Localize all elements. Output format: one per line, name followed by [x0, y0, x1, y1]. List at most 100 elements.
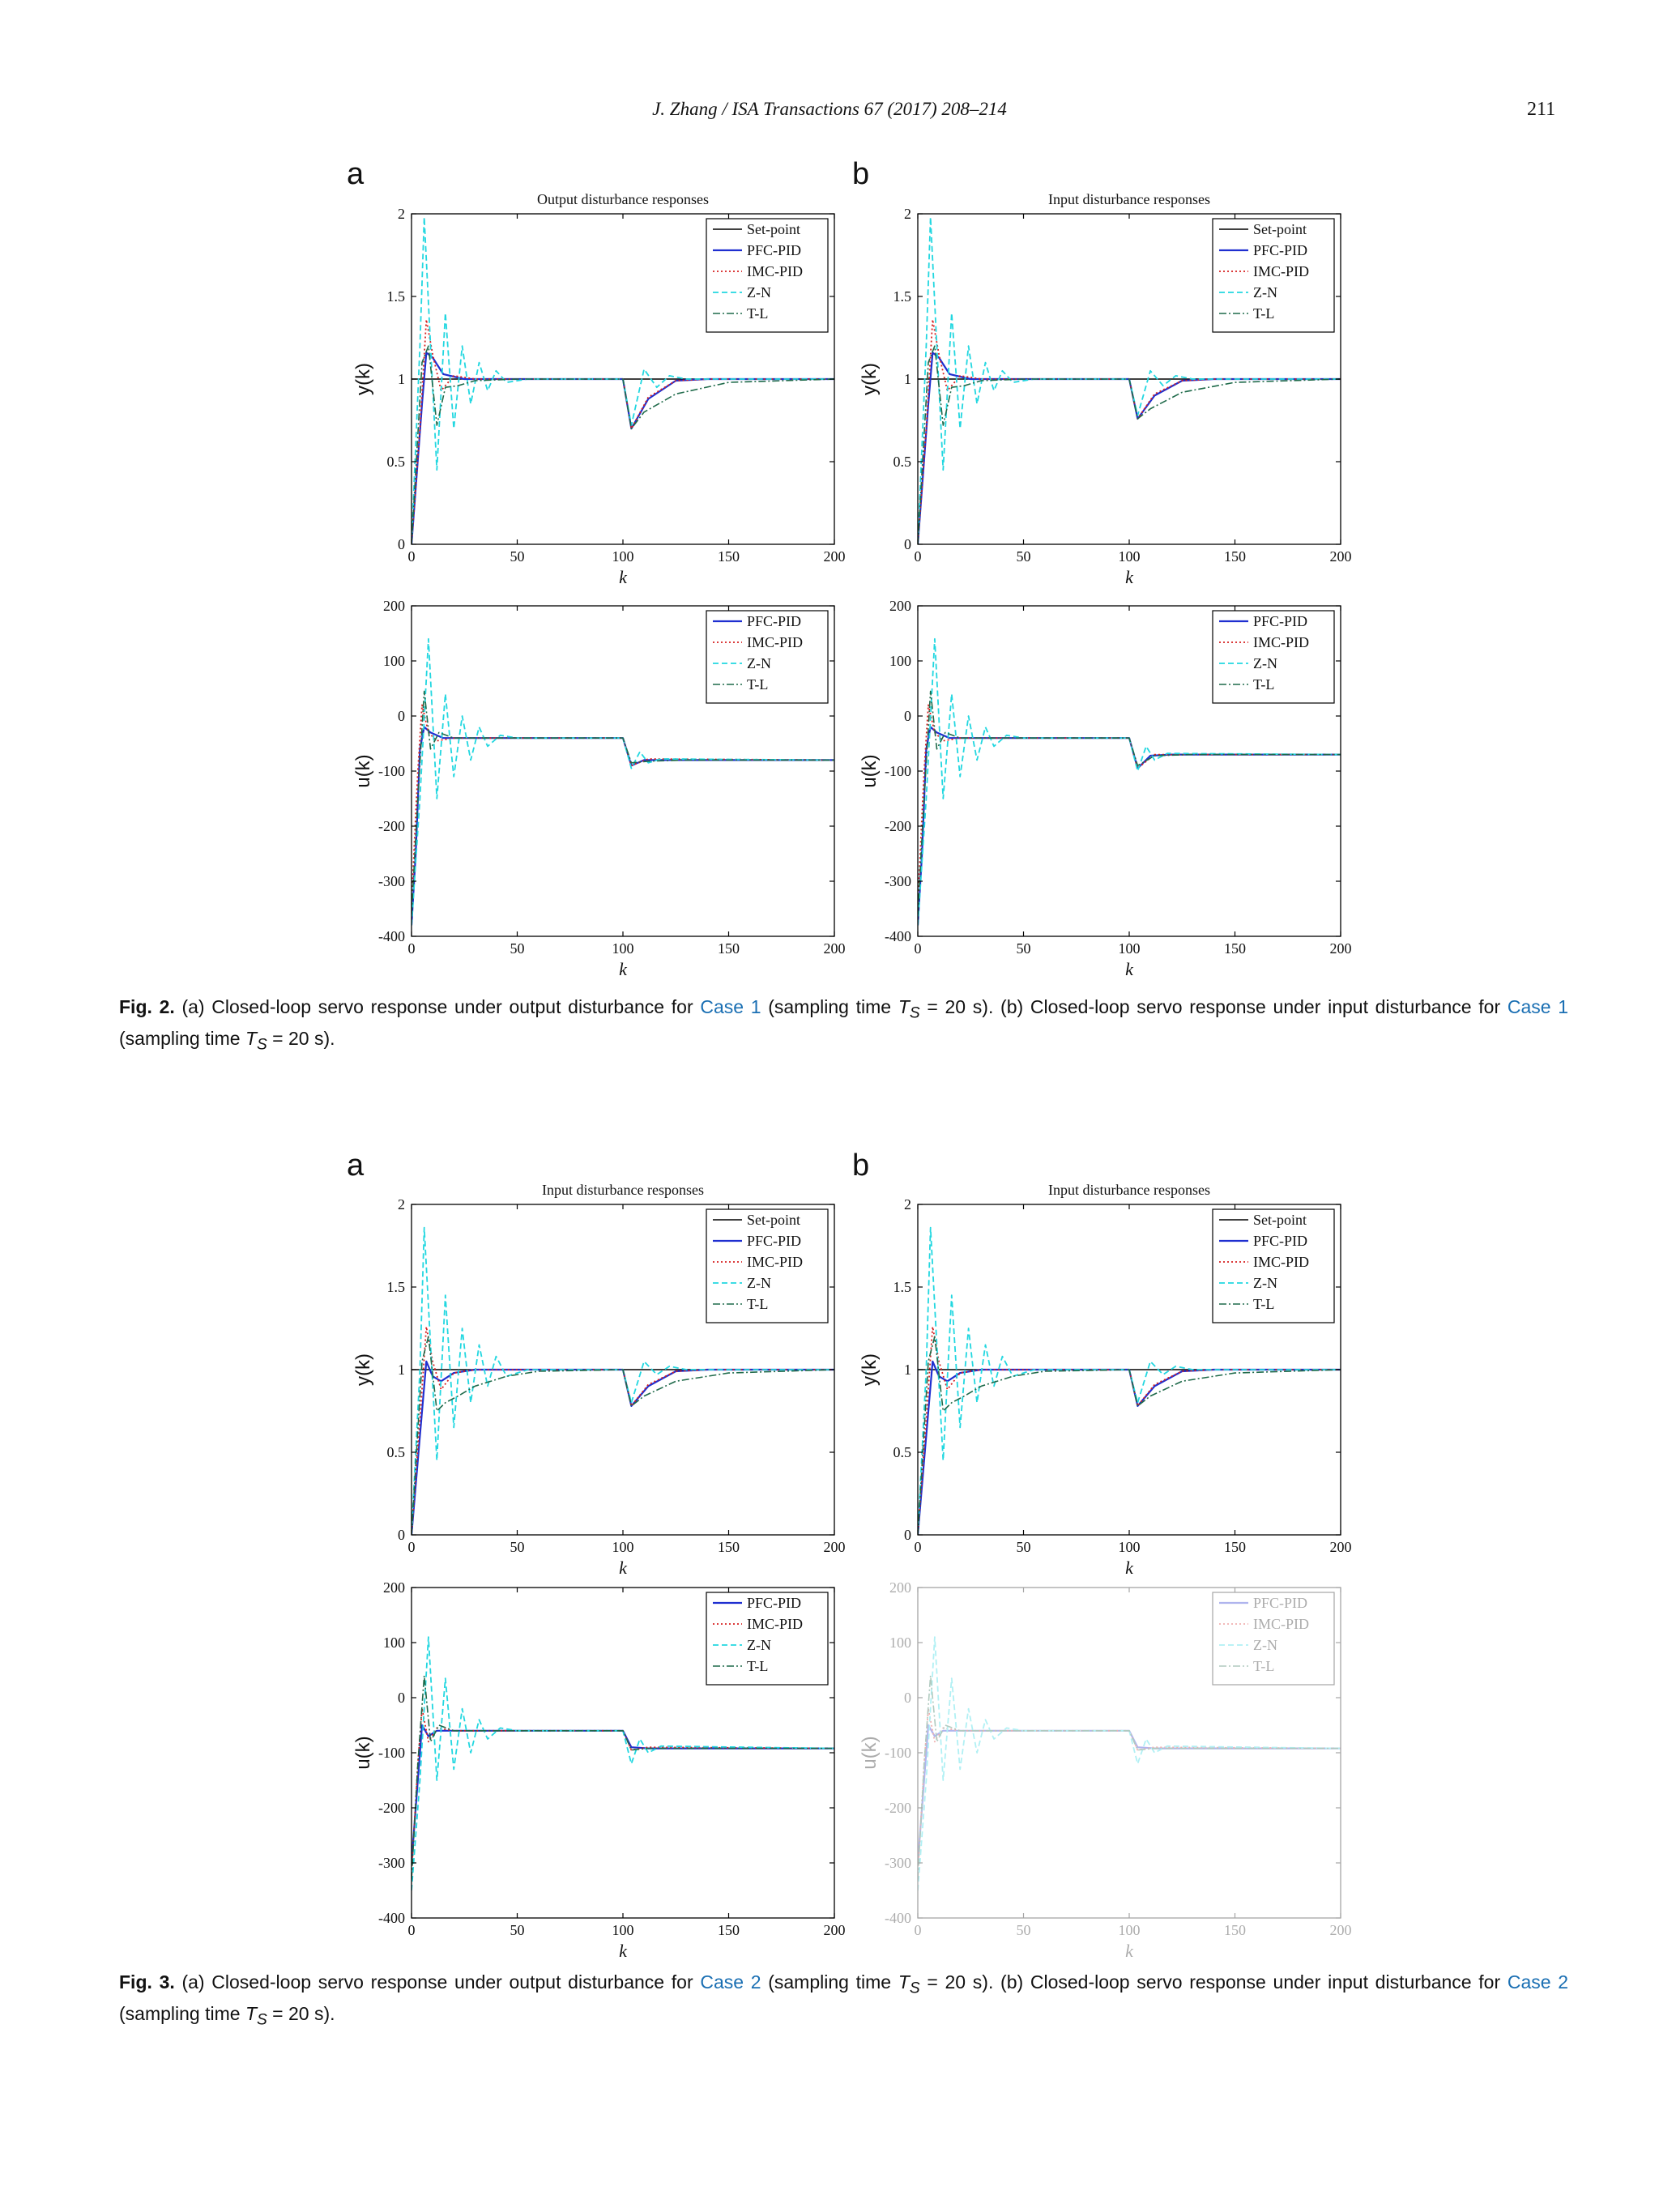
legend-label-t-l: T-L	[1253, 1658, 1274, 1674]
y-axis-label: y(k)	[859, 1353, 881, 1386]
y-tick-label: 2	[398, 1196, 405, 1213]
y-tick-label: -200	[885, 818, 911, 834]
y-tick-label: 200	[889, 598, 911, 614]
y-tick-label: 0	[904, 536, 911, 552]
chart-fig2b-u: 0 50 100 150 200 -400 -300 -200 -100 0 100 200 k u(k)…	[859, 598, 1352, 979]
legend: Set-point PFC-PID IMC-PID Z-N T-L	[706, 1208, 829, 1323]
y-tick-label: 2	[904, 206, 911, 222]
plot-area: 0 50 100 150 200 -400 -300 -200 -100 0 100 200 k u(k)…	[859, 1579, 1352, 1961]
legend-label-pfc-pid: PFC-PID	[747, 242, 801, 258]
legend-label-z-n: Z-N	[747, 1637, 771, 1653]
legend: Set-point PFC-PID IMC-PID Z-N T-L	[1212, 218, 1335, 333]
y-tick-label: 100	[383, 653, 405, 669]
y-axis-label: u(k)	[859, 754, 881, 787]
journal-citation: J. Zhang / ISA Transactions 67 (2017) 20…	[652, 99, 1007, 119]
chart-fig3b-y: Input disturbance responses 0 50 100 150 200 0…	[859, 1182, 1352, 1578]
x-tick-label: 200	[1330, 548, 1352, 565]
x-tick-label: 50	[1017, 1539, 1031, 1555]
running-header: J. Zhang / ISA Transactions 67 (2017) 20…	[0, 96, 1659, 128]
legend-label-pfc-pid: PFC-PID	[747, 613, 801, 629]
x-tick-label: 100	[612, 940, 634, 957]
chart-title: Input disturbance responses	[1048, 191, 1210, 207]
y-tick-label: -200	[885, 1800, 911, 1816]
y-tick-label: 0.5	[387, 1444, 406, 1460]
axes-frame	[917, 1587, 1341, 1919]
case-link[interactable]: Case 2	[1507, 1971, 1569, 1993]
y-axis-label: u(k)	[352, 754, 374, 787]
x-tick-label: 100	[612, 1922, 634, 1938]
y-tick-label: 1.5	[893, 1279, 912, 1295]
x-tick-label: 200	[824, 940, 846, 957]
y-tick-label: 1.5	[893, 288, 912, 305]
legend-label-imc-pid: IMC-PID	[747, 1254, 803, 1270]
legend-box	[706, 218, 829, 333]
caption-text: (a) Closed-loop servo response under out…	[174, 1971, 701, 1993]
chart-fig3a-y: Input disturbance responses 0 50 100 150 200 0…	[352, 1182, 846, 1578]
y-tick-label: -100	[885, 1745, 911, 1761]
plot-area: Input disturbance responses 0 50 100 150 200 0…	[859, 191, 1352, 587]
legend-box	[1212, 610, 1335, 704]
y-axis-label: u(k)	[352, 1736, 374, 1769]
y-tick-label: -400	[885, 1910, 911, 1926]
series-line-imc-pid	[918, 704, 1341, 904]
x-tick-label: 50	[510, 1922, 525, 1938]
x-tick-label: 100	[1119, 1539, 1141, 1555]
y-tick-label: -400	[885, 928, 911, 944]
sampling-symbol: T	[245, 1027, 257, 1049]
legend-label-t-l: T-L	[747, 1658, 768, 1674]
x-tick-label: 150	[718, 940, 740, 957]
y-tick-label: 1.5	[387, 288, 406, 305]
legend-label-imc-pid: IMC-PID	[747, 1616, 803, 1632]
series-line-z-n	[412, 1636, 834, 1891]
x-tick-label: 200	[824, 548, 846, 565]
series-line-pfc-pid	[918, 726, 1341, 926]
series-line-pfc-pid	[412, 726, 834, 926]
panel-letter-fig3b: b	[852, 1149, 870, 1183]
y-axis-label: u(k)	[859, 1736, 881, 1769]
plot-area: Input disturbance responses 0 50 100 150 200 0…	[859, 1182, 1352, 1578]
x-tick-label: 100	[1119, 940, 1141, 957]
x-axis-label: k	[619, 959, 628, 979]
x-axis-label: k	[1125, 1941, 1134, 1961]
legend-label-set-point: Set-point	[747, 1212, 800, 1228]
y-tick-label: 0	[904, 1527, 911, 1543]
y-tick-label: 1	[398, 1362, 405, 1378]
y-tick-label: 0	[398, 1690, 405, 1706]
chart-title: Input disturbance responses	[542, 1182, 704, 1198]
legend-label-set-point: Set-point	[747, 221, 800, 237]
series-line-t-l	[412, 345, 834, 544]
y-tick-label: 0.5	[893, 1444, 912, 1460]
legend-label-set-point: Set-point	[1253, 1212, 1307, 1228]
x-axis-label: k	[619, 1941, 628, 1961]
case-link[interactable]: Case 1	[700, 996, 761, 1017]
caption-text: = 20 s).	[267, 2002, 335, 2024]
legend-label-pfc-pid: PFC-PID	[747, 1233, 801, 1249]
y-tick-label: 1	[904, 371, 911, 387]
series-line-t-l	[918, 1675, 1341, 1880]
series-line-z-n	[918, 1636, 1341, 1891]
y-axis-label: y(k)	[352, 363, 374, 395]
x-tick-label: 0	[915, 1539, 922, 1555]
series-line-pfc-pid	[412, 1724, 834, 1864]
legend-label-z-n: Z-N	[1253, 284, 1277, 300]
legend-label-pfc-pid: PFC-PID	[1253, 1233, 1307, 1249]
x-axis-label: k	[619, 1558, 628, 1578]
case-link[interactable]: Case 2	[700, 1971, 761, 1993]
legend: Set-point PFC-PID IMC-PID Z-N T-L	[1212, 1208, 1335, 1323]
y-tick-label: -100	[378, 763, 405, 779]
series-line-t-l	[412, 1336, 834, 1535]
legend-box	[706, 1592, 829, 1686]
legend-box	[1212, 1592, 1335, 1686]
legend-label-z-n: Z-N	[747, 1275, 771, 1291]
x-axis-label: k	[1125, 959, 1134, 979]
case-link[interactable]: Case 1	[1507, 996, 1569, 1017]
panel-letter-fig3a: a	[347, 1149, 365, 1183]
x-tick-label: 0	[408, 1922, 416, 1938]
y-tick-label: 100	[889, 653, 911, 669]
y-tick-label: 200	[383, 598, 405, 614]
x-tick-label: 50	[510, 940, 525, 957]
panel-letter-fig2b: b	[852, 157, 870, 191]
series-line-t-l	[412, 1675, 834, 1880]
x-tick-label: 0	[408, 1539, 416, 1555]
y-tick-label: -100	[885, 763, 911, 779]
